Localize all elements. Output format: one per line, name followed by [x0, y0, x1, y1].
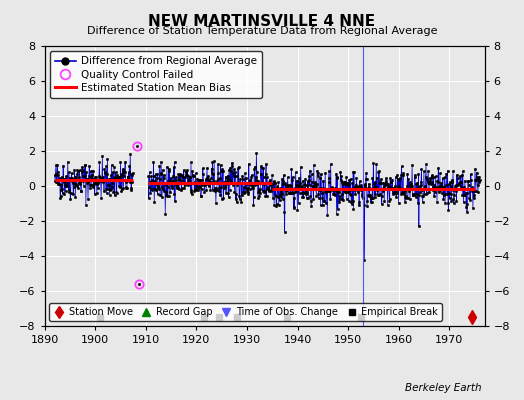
Difference from Regional Average — [277, 192, 283, 197]
Difference from Regional Average — [51, 173, 58, 178]
Legend: Station Move, Record Gap, Time of Obs. Change, Empirical Break: Station Move, Record Gap, Time of Obs. C… — [49, 303, 442, 321]
Difference from Regional Average — [244, 190, 250, 195]
Line: Difference from Regional Average: Difference from Regional Average — [53, 144, 481, 285]
Text: NEW MARTINSVILLE 4 NNE: NEW MARTINSVILLE 4 NNE — [148, 14, 376, 29]
Difference from Regional Average — [86, 182, 93, 187]
Text: Berkeley Earth: Berkeley Earth — [406, 383, 482, 393]
Difference from Regional Average — [468, 178, 474, 182]
Difference from Regional Average — [466, 187, 473, 192]
Difference from Regional Average — [199, 177, 205, 182]
Text: Difference of Station Temperature Data from Regional Average: Difference of Station Temperature Data f… — [87, 26, 437, 36]
Difference from Regional Average — [476, 178, 483, 182]
